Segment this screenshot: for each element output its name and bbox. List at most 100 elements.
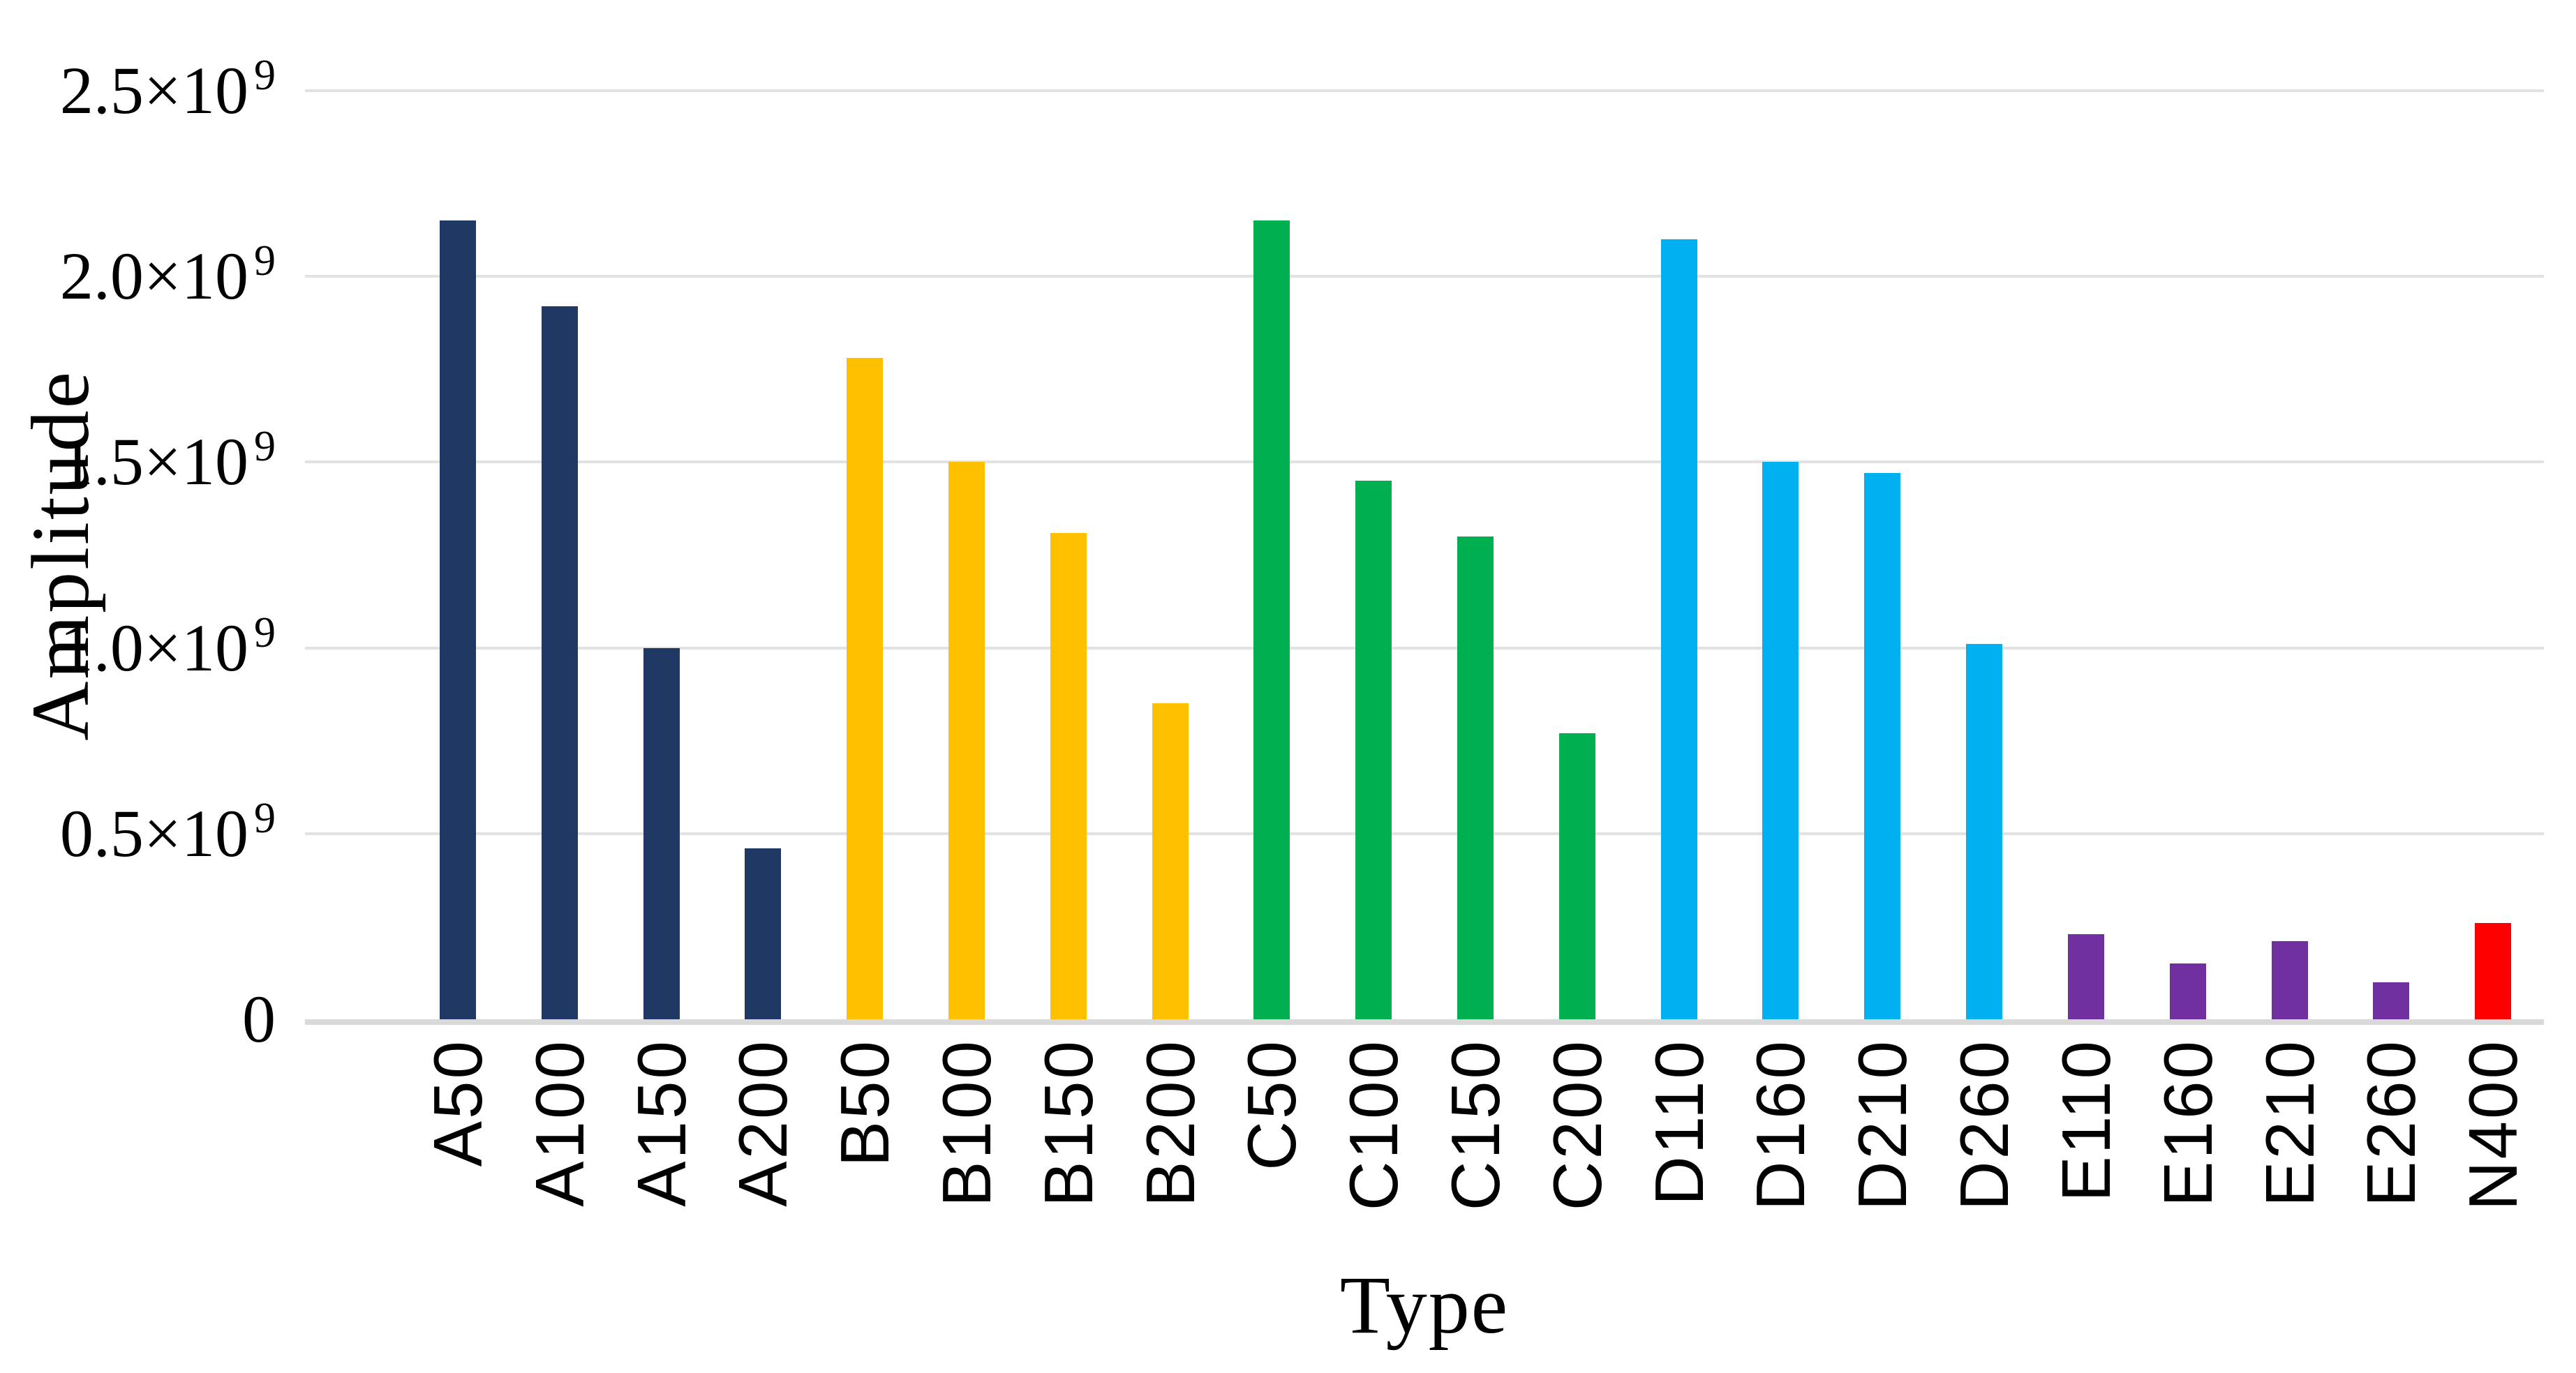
bar-B100: [948, 462, 985, 1019]
bar-D260: [1966, 644, 2003, 1019]
x-tick-slot: C100: [1323, 1039, 1424, 1210]
x-tick-slot: B100: [916, 1039, 1018, 1207]
x-tick-label-C50: C50: [1233, 1039, 1311, 1171]
gridline: [305, 646, 2544, 650]
bar-A100: [541, 306, 578, 1019]
x-tick-slot: C50: [1221, 1039, 1323, 1171]
y-tick-label: 2.0×10 9: [59, 237, 276, 314]
x-tick-slot: E260: [2340, 1039, 2442, 1207]
x-tick-slot: E210: [2239, 1039, 2341, 1207]
bar-slot: [1323, 91, 1424, 1019]
x-tick-label-E160: E160: [2149, 1039, 2226, 1207]
y-tick-label: 1.5×10 9: [59, 423, 276, 500]
bar-slot: [1730, 91, 1832, 1019]
bar-E260: [2373, 982, 2410, 1019]
bar-slot: [509, 91, 611, 1019]
x-tick-slot: B150: [1018, 1039, 1119, 1207]
x-tick-label-D110: D110: [1640, 1039, 1718, 1206]
x-tick-label-E110: E110: [2047, 1039, 2124, 1202]
bar-A150: [643, 647, 680, 1019]
x-tick-slot: D260: [1933, 1039, 2035, 1210]
y-tick-label: 0: [242, 982, 276, 1056]
x-tick-slot: B50: [814, 1039, 916, 1166]
x-tick-label-C100: C100: [1335, 1039, 1413, 1211]
x-tick-slot: D160: [1730, 1039, 1832, 1210]
x-tick-label-A200: A200: [724, 1039, 802, 1207]
x-tick-label-E260: E260: [2353, 1039, 2430, 1207]
bars-layer: [305, 91, 2544, 1019]
x-tick-slot: E110: [2035, 1039, 2137, 1202]
x-tick-label-D210: D210: [1844, 1039, 1921, 1211]
bar-D210: [1864, 473, 1901, 1019]
bar-C100: [1355, 481, 1392, 1019]
bar-slot: [1628, 91, 1730, 1019]
x-tick-slot: C200: [1526, 1039, 1628, 1210]
x-tick-slot: A150: [611, 1039, 713, 1207]
gridline: [305, 832, 2544, 835]
x-axis-line: [305, 1019, 2544, 1025]
bar-E110: [2067, 933, 2104, 1019]
gridline: [305, 275, 2544, 278]
y-tick-label: 1.0×10 9: [59, 608, 276, 685]
x-tick-label-D160: D160: [1742, 1039, 1819, 1211]
bar-N400: [2475, 922, 2512, 1019]
bar-slot: [611, 91, 713, 1019]
bar-slot: [1018, 91, 1119, 1019]
x-tick-slot: N400: [2442, 1039, 2544, 1210]
bar-B200: [1152, 703, 1189, 1019]
x-tick-label-N400: N400: [2455, 1039, 2532, 1211]
bar-slot: [1119, 91, 1221, 1019]
bar-B50: [847, 358, 884, 1019]
bar-slot: [916, 91, 1018, 1019]
x-tick-slot: B200: [1119, 1039, 1221, 1207]
bar-slot: [1933, 91, 2035, 1019]
x-tick-slot: A50: [407, 1039, 509, 1166]
x-tick-slot: E160: [2137, 1039, 2239, 1207]
x-tick-label-B200: B200: [1131, 1039, 1209, 1207]
x-axis-title-strip: Type: [305, 1264, 2544, 1346]
x-tick-slot: A200: [712, 1039, 814, 1207]
x-axis-title: Type: [1339, 1259, 1510, 1351]
x-tick-label-B50: B50: [826, 1039, 904, 1167]
bar-slot: [2035, 91, 2137, 1019]
x-tick-label-E210: E210: [2251, 1039, 2328, 1207]
bar-slot: [2239, 91, 2341, 1019]
plot-area: [305, 89, 2544, 1025]
bar-B150: [1050, 532, 1087, 1019]
bar-D110: [1660, 239, 1697, 1019]
bar-slot: [1526, 91, 1628, 1019]
bar-slot: [1424, 91, 1526, 1019]
bar-slot: [2340, 91, 2442, 1019]
x-tick-label-A100: A100: [521, 1039, 598, 1207]
x-tick-label-B100: B100: [928, 1039, 1005, 1207]
y-tick-label: 0.5×10 9: [59, 794, 276, 871]
bar-C200: [1558, 733, 1595, 1019]
gridline: [305, 89, 2544, 92]
y-axis-tick-labels: 0 0.5×10 9 1.0×10 9 1.5×10 9 2.0×10 9 2.5×10 9: [0, 54, 276, 1053]
x-tick-label-D260: D260: [1946, 1039, 2023, 1211]
x-tick-slot: D110: [1628, 1039, 1730, 1206]
x-tick-label-A150: A150: [623, 1039, 700, 1207]
bar-slot: [1221, 91, 1323, 1019]
x-tick-label-A50: A50: [419, 1039, 496, 1167]
x-tick-slot: C150: [1424, 1039, 1526, 1210]
x-tick-slot: A100: [509, 1039, 611, 1207]
bar-E210: [2271, 941, 2308, 1019]
bar-slot: [2137, 91, 2239, 1019]
bar-D160: [1762, 462, 1799, 1019]
bar-slot: [712, 91, 814, 1019]
bar-A50: [439, 220, 476, 1019]
x-tick-label-B150: B150: [1029, 1039, 1107, 1207]
bar-C50: [1253, 220, 1290, 1019]
x-tick-label-C200: C200: [1538, 1039, 1616, 1211]
x-tick-label-C150: C150: [1437, 1039, 1514, 1211]
bar-E160: [2169, 963, 2206, 1019]
bar-slot: [1831, 91, 1933, 1019]
x-tick-slot: D210: [1831, 1039, 1933, 1210]
bar-A200: [745, 848, 782, 1019]
bar-slot: [407, 91, 509, 1019]
gridline: [305, 460, 2544, 464]
bar-slot: [814, 91, 916, 1019]
bar-C150: [1457, 536, 1494, 1019]
